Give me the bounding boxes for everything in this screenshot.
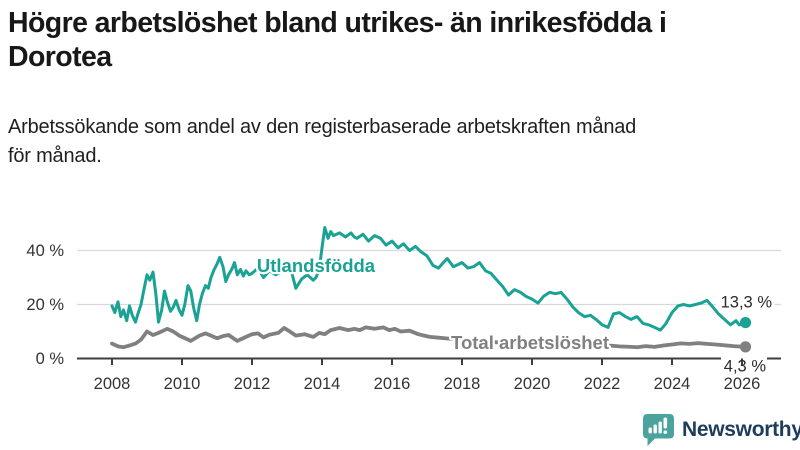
x-axis-tick-label: 2024 (654, 375, 691, 393)
series-end-dot (739, 316, 752, 329)
newsworthy-logo-text: Newsworthy (682, 417, 800, 441)
series-line-utlandsfodda (110, 226, 747, 332)
value-label-backdrop (716, 294, 775, 310)
x-axis-tick-label: 2022 (584, 375, 621, 393)
end-value-label: 4,3 % (724, 358, 767, 376)
chart-subtitle-line1: Arbetssökande som andel av den registerb… (8, 116, 637, 138)
x-axis-tick-label: 2026 (724, 375, 761, 393)
series-label: Utlandsfödda (257, 255, 376, 276)
series-end-dot (739, 341, 752, 353)
y-axis-tick-label: 40 % (26, 242, 64, 260)
chart-subtitle-line2: för månad. (8, 145, 102, 167)
chart-subtitle: Arbetssökande som andel av den registerb… (8, 113, 796, 171)
series-label: Total arbetslöshet (451, 332, 609, 353)
y-axis-tick-label: 0 % (36, 350, 65, 368)
end-value-label: 13,3 % (721, 294, 773, 312)
series-line-total (110, 325, 748, 350)
chart-title-line2: Dorotea (8, 41, 112, 73)
x-axis-tick-label: 2012 (234, 375, 271, 393)
value-label-backdrop (721, 355, 767, 374)
x-axis-tick-label: 2014 (304, 375, 341, 393)
bar-chart-speech-bubble-icon (643, 414, 674, 446)
newsworthy-logo: Newsworthy (642, 412, 800, 447)
x-axis-tick-label: 2020 (514, 375, 551, 393)
x-axis-tick-label: 2010 (164, 375, 201, 393)
y-axis-tick-label: 20 % (26, 296, 64, 314)
x-axis-tick-label: 2018 (444, 375, 481, 393)
x-axis-tick-label: 2016 (374, 375, 411, 393)
chart-title-line1: Högre arbetslöshet bland utrikes- än inr… (8, 7, 667, 39)
x-axis-tick-label: 2008 (94, 375, 131, 393)
chart-title: Högre arbetslöshet bland utrikes- än inr… (8, 6, 792, 74)
